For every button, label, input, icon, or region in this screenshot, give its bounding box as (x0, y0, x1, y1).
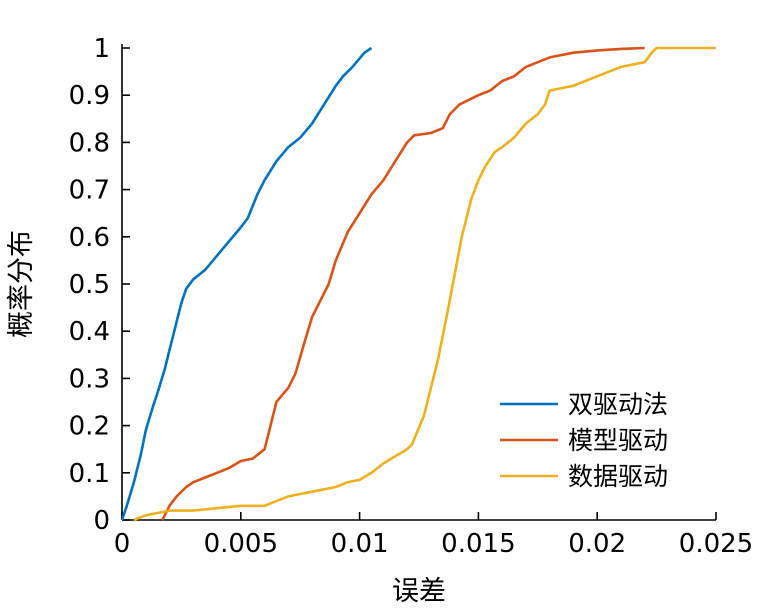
y-tick-label: 0.6 (69, 223, 110, 253)
legend-label-0: 双驱动法 (568, 390, 668, 419)
legend-label-1: 模型驱动 (568, 426, 668, 455)
x-axis-label: 误差 (392, 576, 446, 607)
y-tick-label: 1 (93, 34, 110, 64)
y-tick-label: 0.8 (69, 128, 110, 158)
x-tick-label: 0.01 (331, 529, 389, 559)
x-tick-label: 0.015 (441, 529, 515, 559)
series-line-1 (161, 46, 645, 521)
legend-label-2: 数据驱动 (568, 462, 668, 491)
series-line-0 (120, 46, 373, 521)
x-tick-label: 0 (114, 529, 131, 559)
x-tick-label: 0.025 (679, 529, 753, 559)
y-tick-label: 0.4 (69, 317, 110, 347)
y-axis-label: 概率分布 (6, 230, 37, 338)
y-tick-label: 0.2 (69, 412, 110, 442)
y-tick-label: 0.7 (69, 176, 110, 206)
series-line-2 (133, 46, 716, 522)
y-tick-label: 0.1 (69, 459, 110, 489)
y-tick-label: 0 (93, 506, 110, 536)
x-tick-label: 0.02 (568, 529, 626, 559)
y-tick-label: 0.3 (69, 364, 110, 394)
y-tick-label: 0.5 (69, 270, 110, 300)
y-tick-label: 0.9 (69, 81, 110, 111)
x-tick-label: 0.005 (204, 529, 278, 559)
